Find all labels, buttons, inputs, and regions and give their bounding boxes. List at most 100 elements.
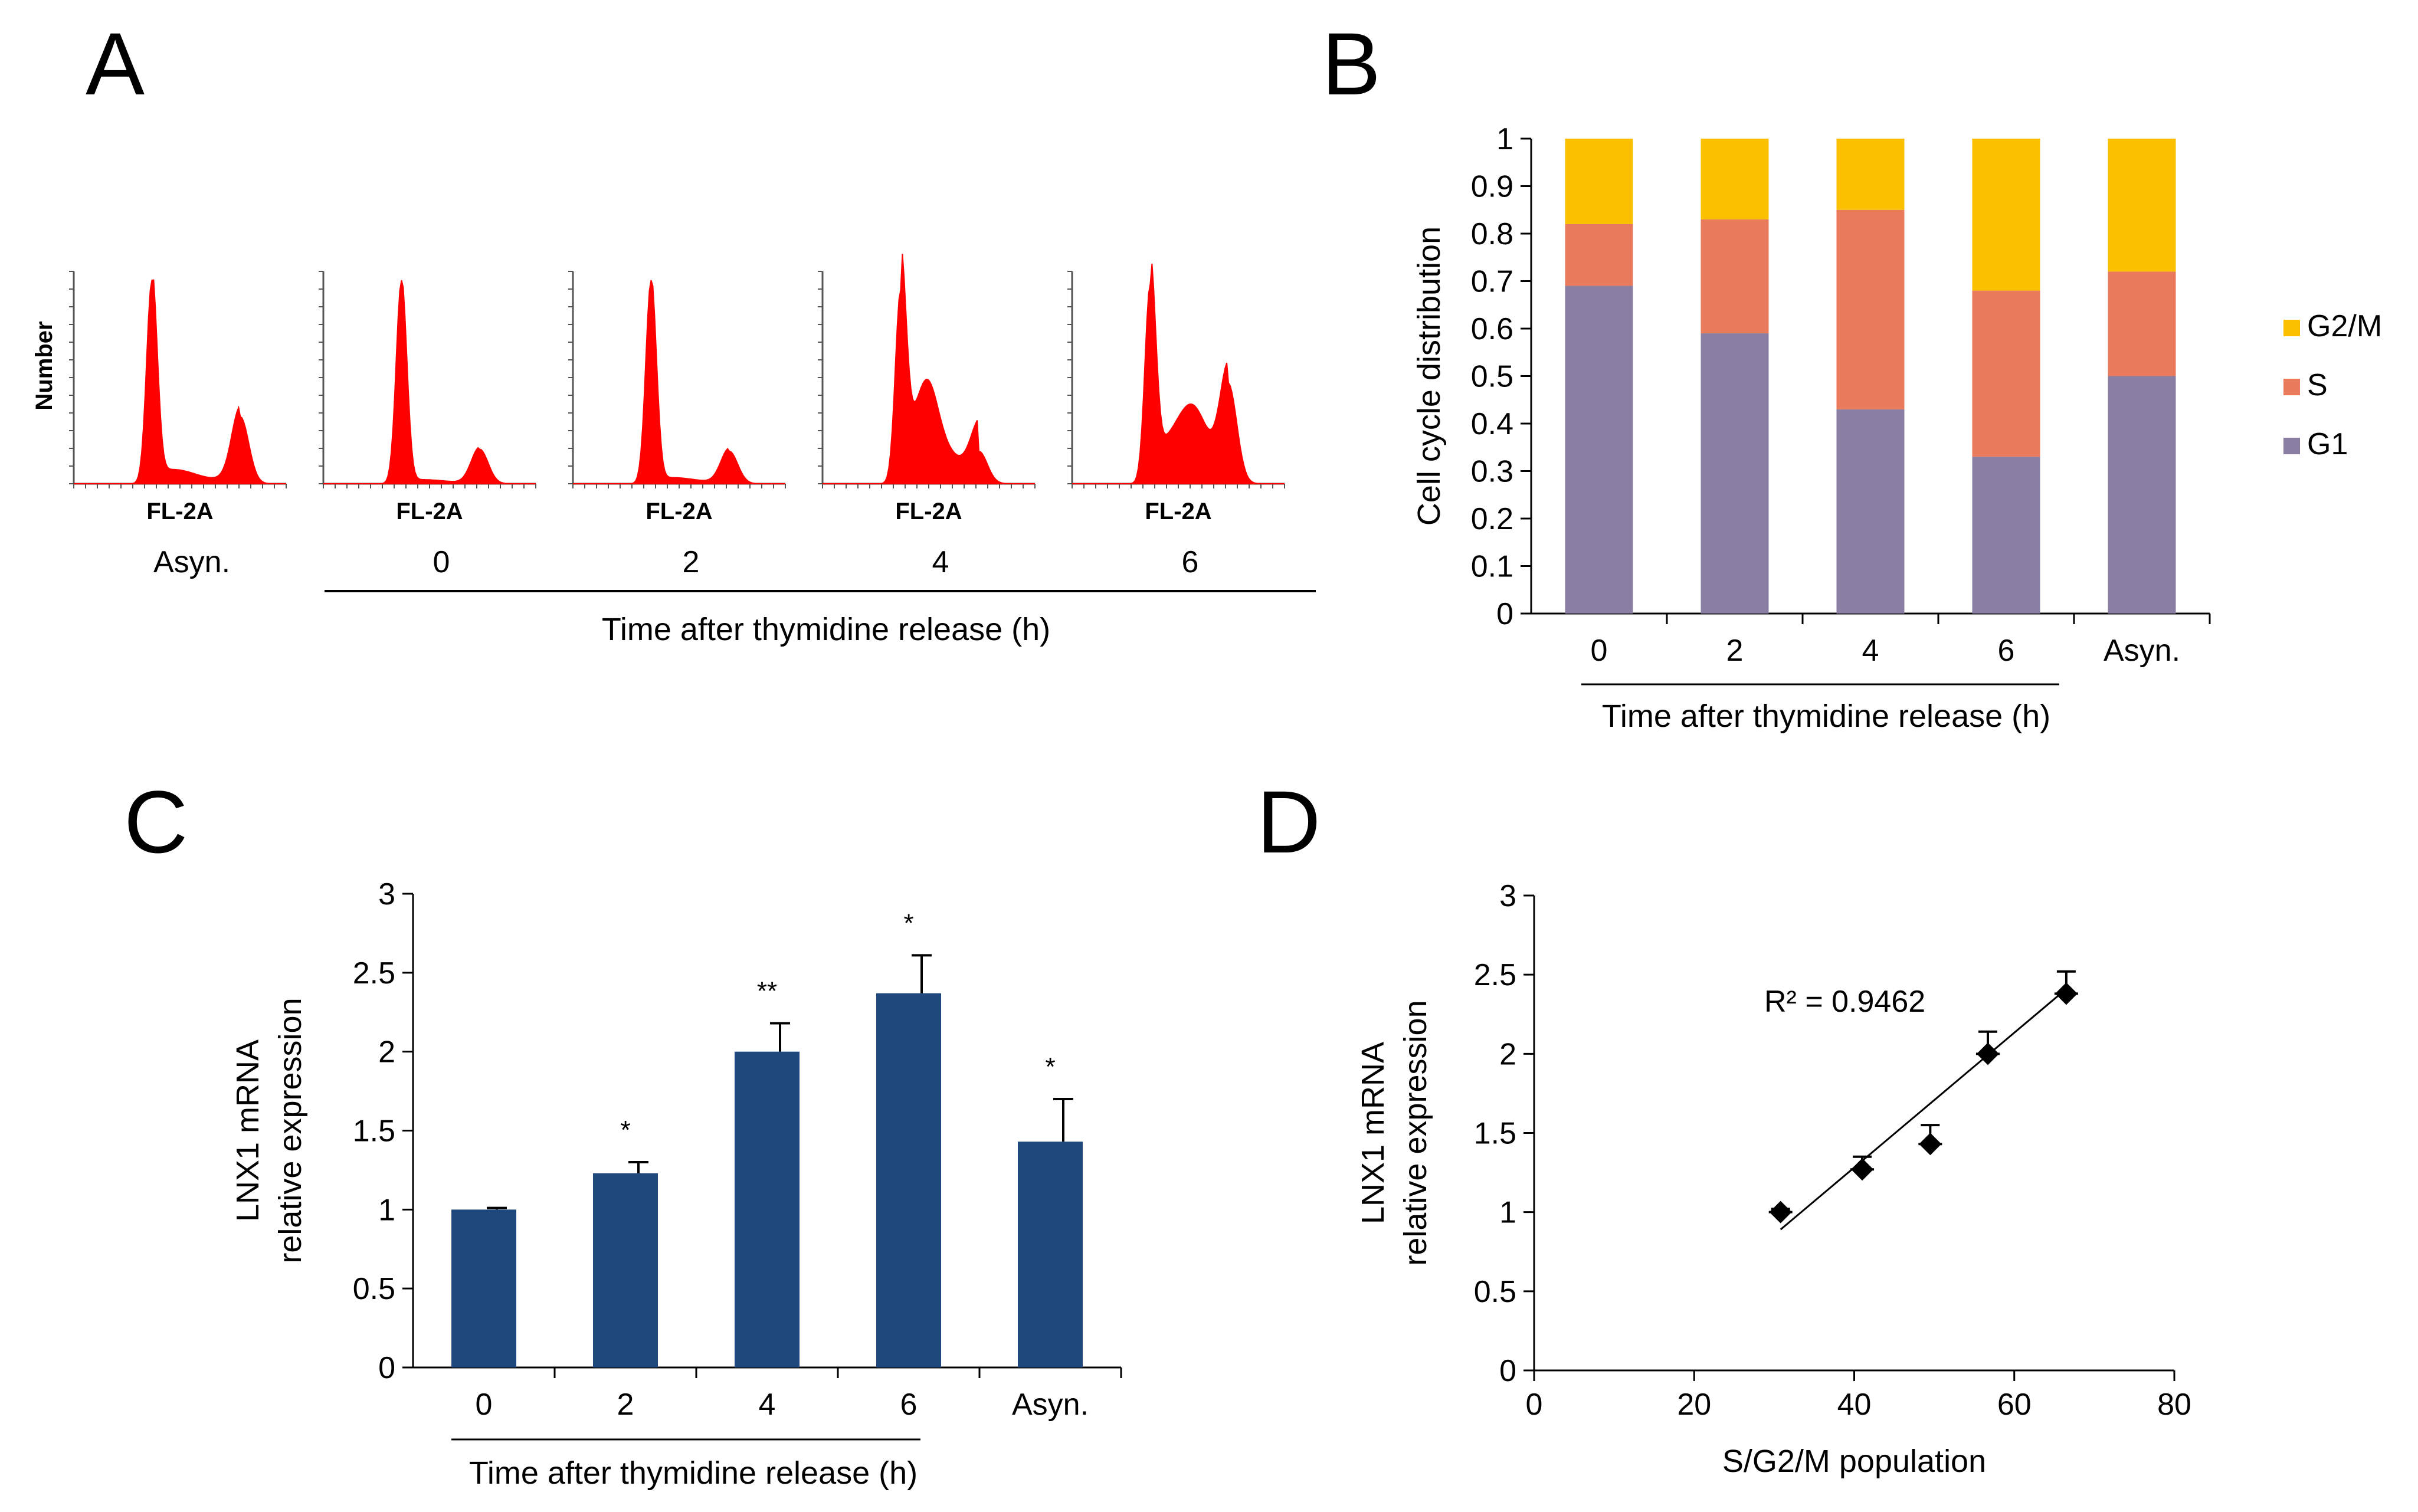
b-xlabel: Time after thymidine release (h) xyxy=(1602,698,2050,734)
c-x-tick-label: 0 xyxy=(476,1388,493,1422)
b-y-tick-label: 1 xyxy=(1496,122,1513,156)
legend-swatch-g2m xyxy=(2283,320,2300,336)
c-significance-mark: * xyxy=(903,908,913,937)
b-bar-s-Asyn xyxy=(2108,271,2176,376)
b-bar-g1-Asyn xyxy=(2108,376,2176,614)
panel-a-group-label: Time after thymidine release (h) xyxy=(602,612,1050,647)
b-y-tick-label: 0.3 xyxy=(1471,455,1513,489)
b-y-tick-label: 0.5 xyxy=(1471,360,1513,394)
c-bar-Asyn xyxy=(1018,1142,1083,1367)
panel-c-bar-chart: 0 0.5 1 1.5 2 2.5 3 0 * 2 ** 4 * 6 * Asyn. Time after th… xyxy=(230,877,1122,1491)
b-bar-g2m-2 xyxy=(1701,139,1769,219)
c-significance-mark: * xyxy=(1045,1052,1055,1081)
b-x-tick-label: 6 xyxy=(1998,634,2015,668)
panel-d-scatter-plot: 0 0.5 1 1.5 2 2.5 3 0 20 40 60 80 R² = 0.9462 S/G2/M … xyxy=(1355,879,2191,1479)
hist-ylabel: Number xyxy=(31,321,57,410)
b-y-tick-label: 0.1 xyxy=(1471,550,1513,584)
b-y-tick-label: 0.9 xyxy=(1471,170,1513,204)
legend-swatch-s xyxy=(2283,379,2300,395)
hist-condition-label: 4 xyxy=(932,545,949,579)
c-x-tick-label: 4 xyxy=(759,1388,776,1422)
d-data-point xyxy=(1919,1133,1942,1156)
d-y-tick-label: 3 xyxy=(1499,879,1516,913)
histogram-1 xyxy=(323,280,536,484)
b-bar-g1-4 xyxy=(1836,409,1905,614)
b-bar-g2m-0 xyxy=(1565,139,1633,224)
d-x-tick-label: 40 xyxy=(1837,1388,1872,1422)
d-y-tick-label: 2 xyxy=(1499,1037,1516,1071)
d-data-point xyxy=(1851,1158,1874,1181)
d-r-squared: R² = 0.9462 xyxy=(1764,985,1925,1019)
legend-label-s: S xyxy=(2307,368,2328,402)
d-ylabel-line1: LNX1 mRNA xyxy=(1355,1042,1391,1224)
b-y-tick-label: 0 xyxy=(1496,597,1513,631)
d-x-tick-label: 0 xyxy=(1526,1388,1543,1422)
panel-letter-b: B xyxy=(1322,14,1381,113)
b-bar-g2m-Asyn xyxy=(2108,139,2176,272)
b-bar-g1-0 xyxy=(1565,286,1633,614)
panel-a-histograms: Number Time after thymidine release (h) … xyxy=(31,254,1316,647)
c-bar-6 xyxy=(876,993,941,1367)
d-y-tick-label: 0 xyxy=(1499,1354,1516,1388)
d-data-point xyxy=(2055,982,2078,1005)
hist-condition-label: 6 xyxy=(1182,545,1199,579)
c-x-tick-label: Asyn. xyxy=(1012,1388,1089,1422)
panel-letter-c: C xyxy=(124,772,188,871)
d-x-tick-label: 20 xyxy=(1677,1388,1711,1422)
c-y-tick-label: 3 xyxy=(378,877,395,911)
d-ylabel-line2: relative expression xyxy=(1398,1000,1433,1265)
c-ylabel-line1: LNX1 mRNA xyxy=(230,1039,266,1222)
b-bar-g2m-4 xyxy=(1836,139,1905,210)
c-y-tick-label: 0.5 xyxy=(353,1272,395,1306)
hist-condition-label: Asyn. xyxy=(153,545,230,579)
histogram-2 xyxy=(573,280,785,484)
d-y-tick-label: 0.5 xyxy=(1474,1275,1516,1309)
histogram-4 xyxy=(1072,263,1285,484)
c-x-tick-label: 2 xyxy=(617,1388,634,1422)
panel-b-stacked-bar-chart: 0 0.1 0.2 0.3 0.4 0.5 0.6 0.7 0.8 0.9 1 0 2 4 6 Asyn. Ti… xyxy=(1411,122,2382,734)
b-x-tick-label: 4 xyxy=(1862,634,1879,668)
d-x-tick-label: 60 xyxy=(1997,1388,2032,1422)
d-trendline xyxy=(1780,988,2067,1231)
b-y-tick-label: 0.8 xyxy=(1471,217,1513,251)
b-bar-s-0 xyxy=(1565,224,1633,286)
c-y-tick-label: 0 xyxy=(378,1351,395,1385)
c-y-tick-label: 2.5 xyxy=(353,956,395,990)
legend-swatch-g1 xyxy=(2283,438,2300,454)
b-y-tick-label: 0.6 xyxy=(1471,312,1513,346)
c-xlabel: Time after thymidine release (h) xyxy=(469,1455,918,1491)
b-ylabel: Cell cycle distribution xyxy=(1411,227,1447,526)
b-bar-g1-6 xyxy=(1972,457,2040,614)
c-bar-2 xyxy=(593,1173,658,1367)
b-x-tick-label: 0 xyxy=(1591,634,1608,668)
b-y-tick-label: 0.7 xyxy=(1471,265,1513,299)
b-y-tick-label: 0.4 xyxy=(1471,407,1513,441)
b-bar-g1-2 xyxy=(1701,333,1769,614)
hist-xlabel: FL-2A xyxy=(646,498,712,524)
c-y-tick-label: 1.5 xyxy=(353,1114,395,1149)
hist-xlabel: FL-2A xyxy=(895,498,962,524)
hist-condition-label: 0 xyxy=(433,545,450,579)
c-y-tick-label: 2 xyxy=(378,1035,395,1070)
d-x-tick-label: 80 xyxy=(2157,1388,2191,1422)
b-bar-s-4 xyxy=(1836,209,1905,409)
c-x-tick-label: 6 xyxy=(900,1388,918,1422)
c-significance-mark: ** xyxy=(757,976,777,1005)
legend-label-g2m: G2/M xyxy=(2307,309,2382,343)
b-bar-s-6 xyxy=(1972,290,2040,457)
c-significance-mark: * xyxy=(620,1116,630,1144)
histogram-0 xyxy=(74,279,286,484)
b-y-tick-label: 0.2 xyxy=(1471,502,1513,536)
legend-label-g1: G1 xyxy=(2307,427,2348,461)
d-data-point xyxy=(1976,1042,1999,1065)
c-ylabel-line2: relative expression xyxy=(273,998,308,1263)
b-bar-s-2 xyxy=(1701,219,1769,334)
b-x-tick-label: 2 xyxy=(1726,634,1744,668)
d-xlabel: S/G2/M population xyxy=(1722,1444,1986,1479)
panel-letter-a: A xyxy=(86,14,145,113)
c-y-tick-label: 1 xyxy=(378,1193,395,1227)
panel-letter-d: D xyxy=(1257,772,1321,871)
hist-condition-label: 2 xyxy=(683,545,700,579)
d-y-tick-label: 2.5 xyxy=(1474,958,1516,992)
